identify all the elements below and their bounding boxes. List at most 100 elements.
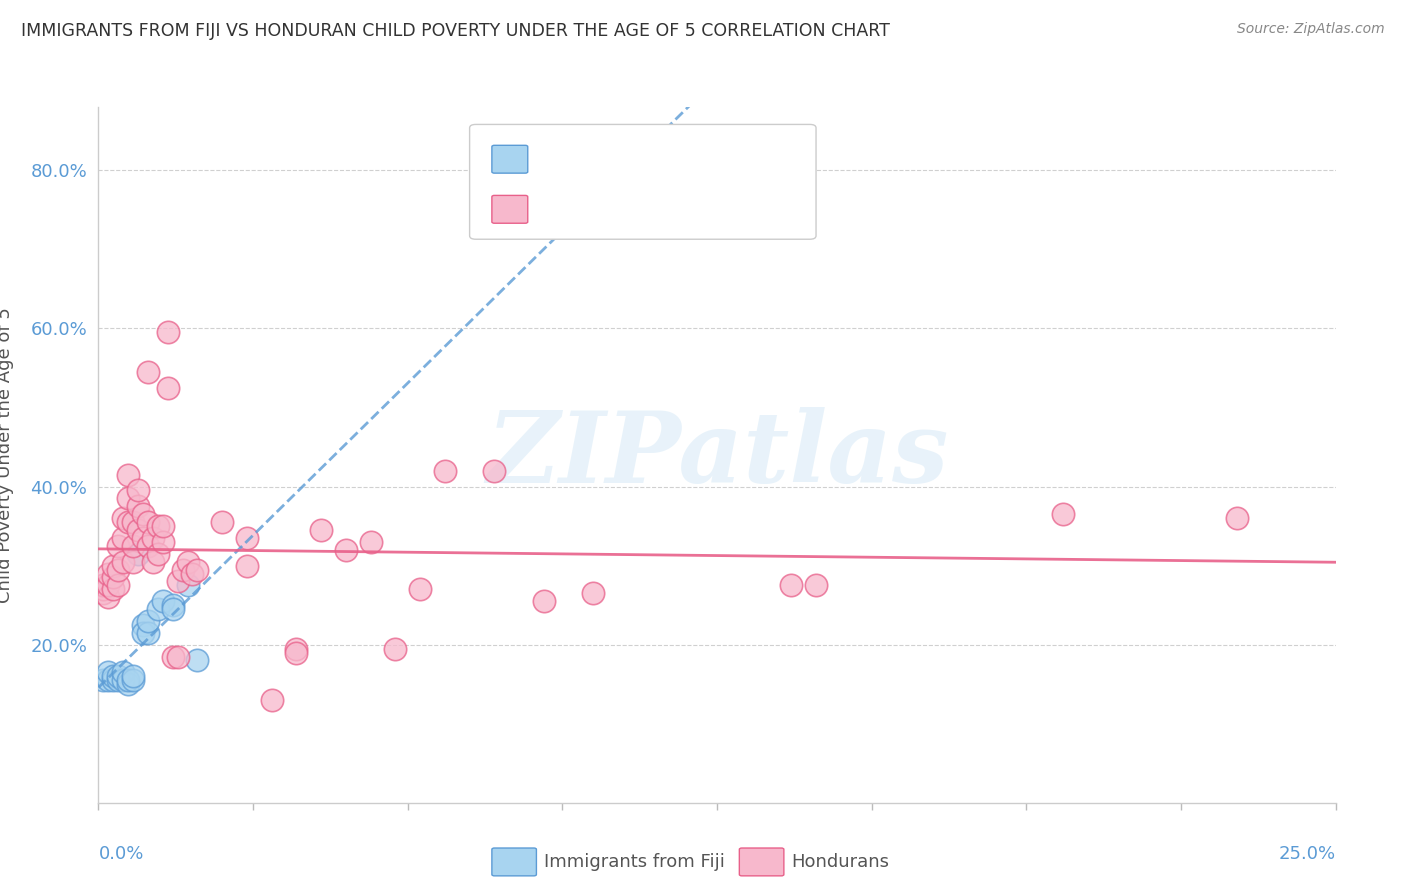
Point — [360, 534, 382, 549]
Point — [132, 625, 155, 640]
Point — [409, 582, 432, 597]
Point — [103, 558, 125, 573]
Point — [136, 365, 159, 379]
Point — [176, 555, 198, 569]
Point — [93, 586, 115, 600]
Point — [97, 591, 120, 605]
Point — [146, 519, 169, 533]
Text: Immigrants from Fiji: Immigrants from Fiji — [544, 853, 724, 871]
Point — [176, 578, 198, 592]
Point — [112, 531, 135, 545]
Point — [127, 547, 149, 561]
FancyBboxPatch shape — [492, 145, 527, 173]
Point — [533, 594, 555, 608]
Point — [211, 515, 233, 529]
Point — [132, 618, 155, 632]
Point — [117, 677, 139, 691]
Point — [260, 693, 283, 707]
Point — [136, 539, 159, 553]
Point — [107, 673, 129, 688]
Point — [107, 563, 129, 577]
Point — [136, 614, 159, 628]
Point — [103, 570, 125, 584]
Point — [103, 669, 125, 683]
FancyBboxPatch shape — [740, 848, 785, 876]
Point — [166, 574, 188, 589]
Point — [172, 563, 194, 577]
Point — [93, 582, 115, 597]
Point — [136, 625, 159, 640]
Point — [156, 326, 179, 340]
Point — [122, 669, 145, 683]
Point — [1052, 507, 1074, 521]
Point — [117, 467, 139, 482]
FancyBboxPatch shape — [470, 124, 815, 239]
Point — [433, 464, 456, 478]
Point — [285, 646, 308, 660]
Point — [97, 578, 120, 592]
Point — [97, 566, 120, 581]
Point — [122, 539, 145, 553]
Point — [236, 531, 259, 545]
Point — [122, 555, 145, 569]
Point — [152, 594, 174, 608]
Text: N =: N = — [665, 150, 718, 169]
Text: N =: N = — [665, 200, 718, 219]
Text: IMMIGRANTS FROM FIJI VS HONDURAN CHILD POVERTY UNDER THE AGE OF 5 CORRELATION CH: IMMIGRANTS FROM FIJI VS HONDURAN CHILD P… — [21, 22, 890, 40]
Point — [582, 586, 605, 600]
Point — [142, 531, 165, 545]
Point — [112, 673, 135, 688]
Text: ZIPatlas: ZIPatlas — [486, 407, 948, 503]
Point — [162, 598, 184, 612]
Text: 0.0%: 0.0% — [98, 845, 143, 863]
Point — [112, 555, 135, 569]
Point — [107, 669, 129, 683]
Point — [117, 491, 139, 506]
Point — [162, 649, 184, 664]
Point — [93, 578, 115, 592]
Point — [97, 665, 120, 680]
Text: Source: ZipAtlas.com: Source: ZipAtlas.com — [1237, 22, 1385, 37]
Text: 63: 63 — [727, 200, 754, 219]
Text: R =: R = — [547, 150, 589, 169]
Point — [127, 483, 149, 498]
Point — [162, 602, 184, 616]
Point — [103, 582, 125, 597]
Text: R =: R = — [547, 200, 589, 219]
Point — [107, 578, 129, 592]
Point — [146, 547, 169, 561]
Point — [152, 519, 174, 533]
Point — [112, 665, 135, 680]
Point — [132, 531, 155, 545]
Point — [93, 673, 115, 688]
Point — [146, 602, 169, 616]
Point — [103, 673, 125, 688]
Point — [117, 673, 139, 688]
Point — [142, 555, 165, 569]
Point — [122, 515, 145, 529]
Point — [156, 381, 179, 395]
Point — [136, 515, 159, 529]
Point — [166, 649, 188, 664]
Point — [112, 511, 135, 525]
Point — [236, 558, 259, 573]
Point — [127, 523, 149, 537]
Point — [780, 578, 803, 592]
Point — [132, 507, 155, 521]
Text: 0.303: 0.303 — [595, 200, 654, 219]
Text: 24: 24 — [727, 150, 754, 169]
Point — [186, 653, 208, 667]
Y-axis label: Child Poverty Under the Age of 5: Child Poverty Under the Age of 5 — [0, 307, 14, 603]
Point — [127, 500, 149, 514]
Point — [1226, 511, 1249, 525]
Text: Hondurans: Hondurans — [792, 853, 890, 871]
Point — [484, 464, 506, 478]
Point — [285, 641, 308, 656]
FancyBboxPatch shape — [492, 195, 527, 223]
Point — [122, 673, 145, 688]
Point — [152, 534, 174, 549]
Point — [384, 641, 406, 656]
Point — [97, 673, 120, 688]
Point — [181, 566, 204, 581]
Point — [804, 578, 827, 592]
